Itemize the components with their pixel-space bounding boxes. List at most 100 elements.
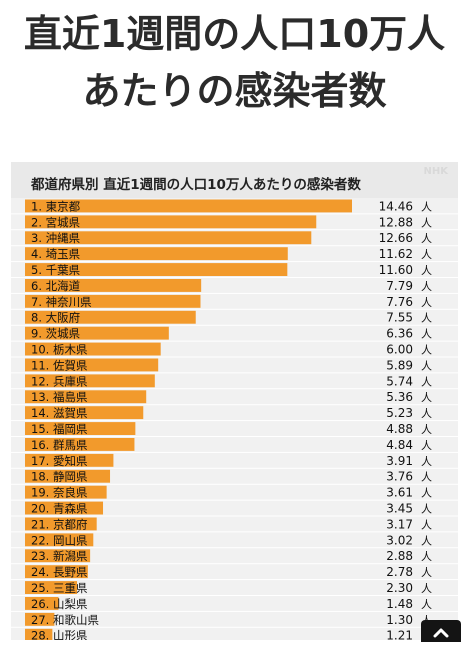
headline: 直近1週間の人口10万人 あたりの感染者数 — [0, 0, 469, 120]
value-label: 3.45 — [386, 502, 413, 516]
value-label: 4.88 — [386, 422, 413, 436]
bar — [25, 231, 312, 245]
unit-label: 人 — [421, 566, 432, 579]
bar — [25, 294, 201, 308]
chart-panel: 都道府県別 直近1週間の人口10万人あたりの感染者数 NHK 1. 東京都 14.… — [11, 162, 458, 640]
unit-label: 人 — [421, 216, 432, 229]
category-label: 6. 北海道 — [31, 279, 81, 293]
unit-label: 人 — [421, 200, 432, 213]
value-label: 3.02 — [386, 533, 413, 547]
unit-label: 人 — [421, 518, 432, 531]
bar — [25, 612, 55, 626]
value-label: 5.23 — [386, 406, 413, 420]
category-label: 9. 茨城県 — [31, 327, 81, 341]
unit-label: 人 — [421, 439, 432, 452]
category-label: 7. 神奈川県 — [31, 295, 92, 309]
value-label: 5.89 — [386, 358, 413, 372]
category-label: 24. 長野県 — [31, 565, 88, 579]
value-label: 7.76 — [386, 295, 413, 309]
unit-label: 人 — [421, 391, 432, 404]
bar-chart: 1. 東京都 14.46 人 2. 宮城県 12.88 人 3. 沖縄県 12.66 人 4. 埼… — [11, 199, 458, 640]
bar — [25, 374, 155, 388]
category-label: 12. 兵庫県 — [31, 374, 88, 388]
bar — [25, 469, 111, 483]
category-label: 2. 宮城県 — [31, 215, 81, 229]
value-label: 7.79 — [386, 279, 413, 293]
spacer — [0, 130, 469, 162]
unit-label: 人 — [421, 598, 432, 611]
bar — [25, 453, 114, 467]
value-label: 3.76 — [386, 470, 413, 484]
category-label: 17. 愛知県 — [31, 454, 88, 468]
unit-label: 人 — [421, 550, 432, 563]
unit-label: 人 — [421, 344, 432, 357]
bar — [25, 438, 135, 451]
value-label: 12.66 — [379, 231, 413, 245]
bar — [25, 326, 169, 340]
bar — [25, 549, 91, 563]
bar — [25, 565, 88, 579]
value-label: 1.48 — [386, 597, 413, 611]
unit-label: 人 — [421, 264, 432, 277]
bar — [25, 501, 104, 515]
value-label: 4.84 — [386, 438, 413, 452]
unit-label: 人 — [421, 312, 432, 325]
value-label: 1.30 — [386, 613, 413, 627]
value-label: 6.00 — [386, 343, 413, 357]
unit-label: 人 — [421, 455, 432, 468]
bar — [25, 279, 202, 292]
bar — [25, 597, 59, 610]
category-label: 18. 静岡県 — [31, 470, 88, 484]
bar — [25, 390, 147, 404]
bar — [25, 517, 97, 531]
value-label: 11.60 — [379, 263, 413, 277]
category-label: 16. 群馬県 — [31, 438, 88, 452]
bar — [25, 215, 317, 229]
category-label: 22. 岡山県 — [31, 533, 88, 547]
bar — [25, 581, 78, 594]
unit-label: 人 — [421, 232, 432, 245]
unit-label: 人 — [421, 407, 432, 420]
value-label: 11.62 — [379, 247, 413, 261]
value-label: 6.36 — [386, 327, 413, 341]
category-label: 10. 栃木県 — [31, 343, 88, 357]
scroll-up-button[interactable] — [421, 620, 461, 642]
watermark-logo: NHK — [423, 166, 449, 177]
category-label: 1. 東京都 — [31, 199, 81, 213]
unit-label: 人 — [421, 423, 432, 436]
unit-label: 人 — [421, 487, 432, 500]
category-label: 21. 京都府 — [31, 517, 87, 531]
category-label: 8. 大阪府 — [31, 311, 80, 325]
bar — [25, 422, 136, 435]
category-label: 28. 山形県 — [31, 629, 88, 640]
bar — [25, 342, 161, 356]
unit-label: 人 — [421, 328, 432, 341]
bar — [25, 199, 352, 213]
value-label: 1.21 — [386, 629, 413, 640]
unit-label: 人 — [421, 534, 432, 547]
category-label: 20. 青森県 — [31, 502, 88, 516]
chevron-up-icon — [433, 628, 449, 638]
category-label: 19. 奈良県 — [31, 486, 88, 500]
category-label: 5. 千葉県 — [31, 263, 81, 277]
chart-title: 都道府県別 直近1週間の人口10万人あたりの感染者数 — [31, 177, 361, 193]
value-label: 2.78 — [386, 565, 413, 579]
value-label: 12.88 — [379, 215, 413, 229]
bar — [25, 628, 53, 640]
bar — [25, 263, 288, 276]
unit-label: 人 — [421, 471, 432, 484]
unit-label: 人 — [421, 248, 432, 261]
category-label: 27. 和歌山県 — [31, 613, 99, 627]
category-label: 25. 三重県 — [31, 581, 88, 595]
category-label: 26. 山梨県 — [31, 597, 88, 611]
bar — [25, 406, 144, 420]
bar — [25, 247, 288, 261]
chart-header: 都道府県別 直近1週間の人口10万人あたりの感染者数 NHK — [11, 162, 458, 198]
value-label: 3.17 — [386, 517, 413, 531]
headline-line-1: 直近1週間の人口10万人 — [23, 12, 446, 56]
bar — [25, 533, 94, 547]
unit-label: 人 — [421, 296, 432, 309]
value-label: 3.91 — [386, 454, 413, 468]
value-label: 2.88 — [386, 549, 413, 563]
category-label: 4. 埼玉県 — [31, 247, 81, 261]
